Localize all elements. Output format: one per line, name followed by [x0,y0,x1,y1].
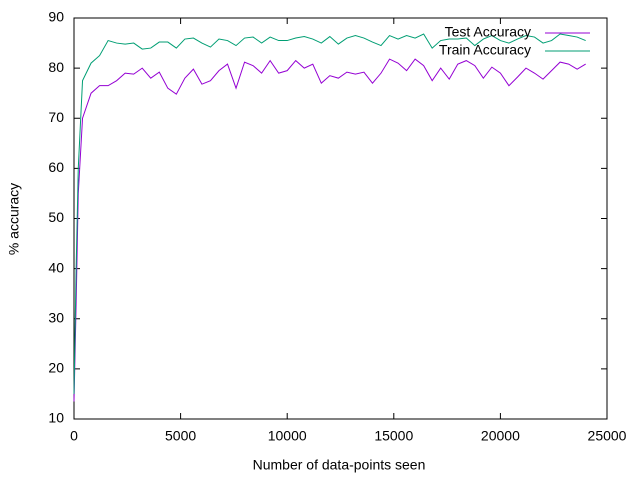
y-tick-label: 60 [48,159,64,175]
y-tick-label: 40 [48,259,64,275]
y-tick-label: 80 [48,59,64,75]
y-tick-label: 70 [48,109,64,125]
plot-frame [73,17,608,420]
x-tick-label: 20000 [481,428,520,444]
y-axis-label: % accuracy [6,183,22,255]
x-tick-label: 5000 [165,428,196,444]
data-line [73,58,586,402]
y-tick-label: 30 [48,309,64,325]
y-tick-label: 10 [48,410,64,426]
y-tick-label: 50 [48,209,64,225]
y-tick-label: 90 [48,9,64,25]
x-axis-label: Number of data-points seen [253,457,426,473]
legend-label: Train Accuracy [439,42,531,58]
data-line [73,33,586,394]
x-tick-label: 25000 [588,428,627,444]
y-tick-label: 20 [48,360,64,376]
x-tick-label: 10000 [268,428,307,444]
x-tick-label: 0 [70,428,78,444]
x-tick-label: 15000 [374,428,413,444]
legend-label: Test Accuracy [445,24,531,40]
